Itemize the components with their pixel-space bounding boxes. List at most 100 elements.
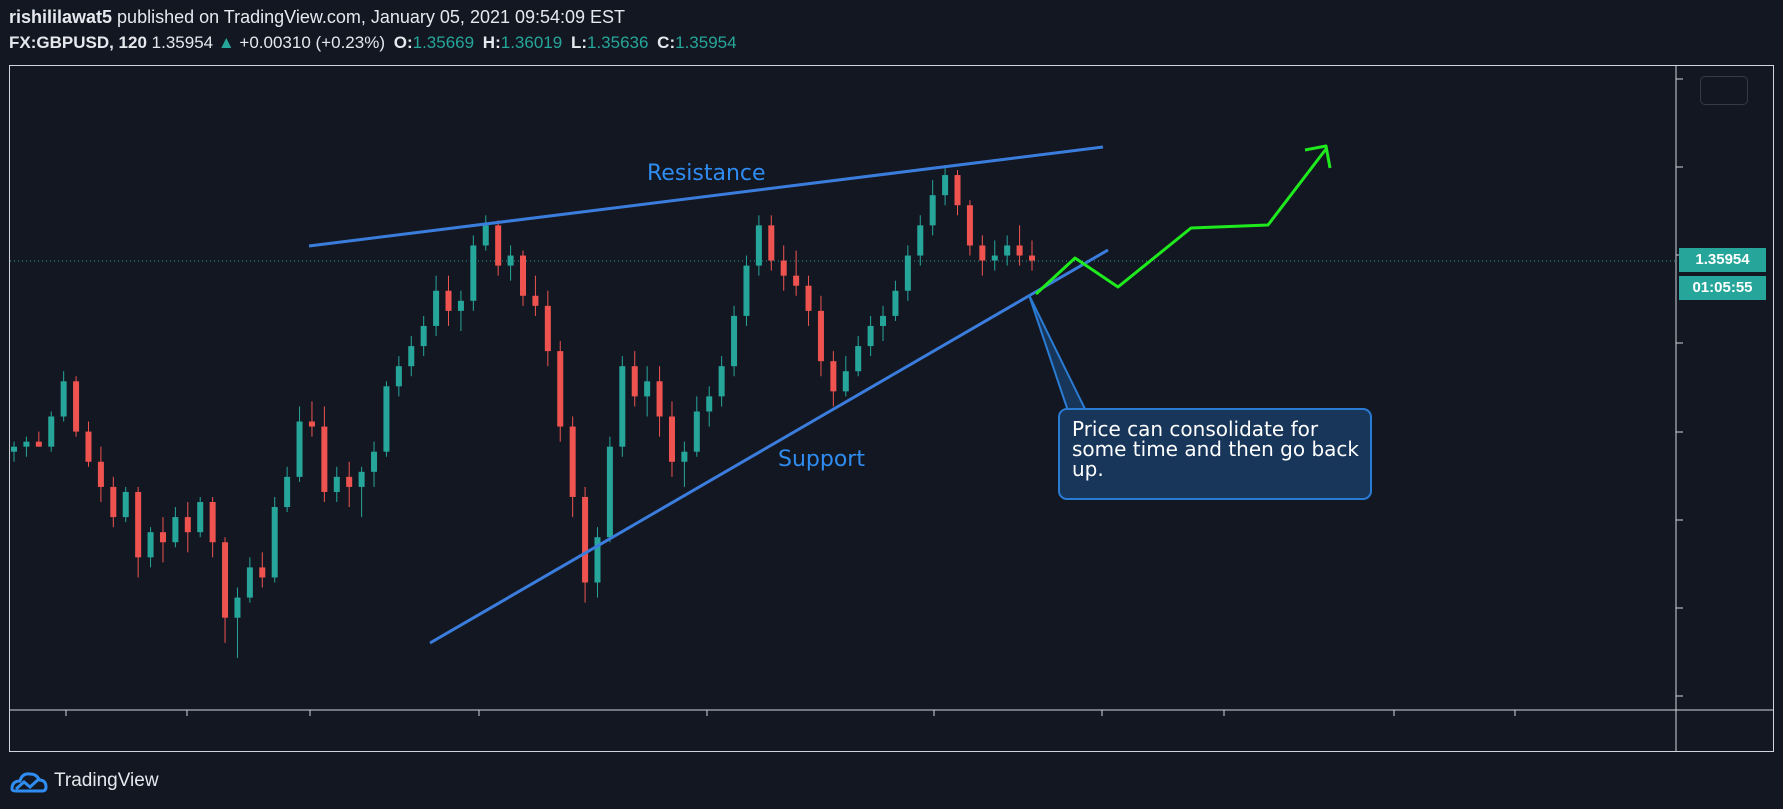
- candle-body: [917, 225, 924, 256]
- candle-body: [929, 195, 936, 226]
- published-text: published on TradingView.com, January 05…: [112, 7, 626, 27]
- high-value: 1.36019: [500, 33, 563, 52]
- tradingview-logo-icon: [10, 772, 48, 793]
- candle-body: [433, 290, 440, 326]
- low-value: 1.35636: [586, 33, 649, 52]
- candle-body: [532, 295, 539, 306]
- candle-body: [495, 225, 502, 266]
- candle-body: [48, 416, 55, 447]
- candle-body: [681, 451, 688, 462]
- candle-body: [569, 426, 576, 497]
- candle-body: [395, 366, 402, 387]
- candle-body: [979, 245, 986, 261]
- candle-body: [147, 532, 154, 558]
- candle-body: [259, 567, 266, 578]
- callout-box[interactable]: [1058, 408, 1372, 500]
- candle-body: [11, 446, 17, 452]
- candle-body: [209, 502, 216, 543]
- candle-body: [892, 290, 899, 316]
- author-name[interactable]: rishililawat5: [9, 7, 113, 27]
- candle-body: [184, 517, 191, 533]
- support-trendline[interactable]: [429, 248, 1109, 645]
- close-label: C:: [657, 33, 676, 52]
- candle-body: [1029, 255, 1035, 261]
- candle-body: [805, 285, 812, 311]
- candle-body: [122, 491, 129, 518]
- candle-body: [296, 421, 303, 477]
- countdown-tag: 01:05:55: [1679, 276, 1766, 300]
- candle-body: [991, 255, 998, 261]
- candle-body: [743, 265, 750, 316]
- candle-body: [271, 507, 278, 578]
- candle-body: [246, 567, 253, 598]
- support-label[interactable]: Support: [778, 447, 865, 472]
- candle-body: [507, 255, 514, 266]
- symbol-label: FX:GBPUSD, 120: [9, 33, 147, 52]
- candles: [11, 165, 1035, 658]
- high-label: H:: [482, 33, 501, 52]
- projection-arrowhead-icon: [1304, 144, 1332, 169]
- callout-text: Price can consolidate for some time and …: [1072, 417, 1360, 481]
- callout-pointer: [1028, 294, 1088, 412]
- chart-settings-button[interactable]: [1700, 76, 1748, 105]
- candle-body: [470, 245, 477, 301]
- candle-body: [284, 476, 291, 508]
- candle-body: [346, 476, 353, 487]
- chart-frame[interactable]: [9, 65, 1774, 752]
- resistance-trendline[interactable]: [308, 145, 1104, 248]
- candle-body: [1004, 245, 1011, 256]
- resistance-label[interactable]: Resistance: [647, 161, 766, 186]
- candle-body: [110, 486, 117, 518]
- candle-body: [321, 426, 328, 492]
- candle-body: [73, 381, 80, 432]
- candle-body: [942, 175, 949, 196]
- low-label: L:: [570, 33, 587, 52]
- last-price: 1.35954: [151, 33, 214, 52]
- candle-body: [644, 381, 651, 397]
- close-value: 1.35954: [675, 33, 737, 52]
- projection-path[interactable]: [1034, 148, 1328, 296]
- candle-body: [333, 476, 340, 492]
- candle-body: [85, 431, 92, 462]
- candle-body: [420, 325, 427, 347]
- candle-body: [35, 441, 42, 447]
- candle-body: [135, 491, 142, 558]
- candle-body: [308, 421, 315, 427]
- candle-body: [966, 205, 973, 246]
- candle-body: [358, 471, 365, 487]
- candle-body: [668, 416, 675, 462]
- candle-body: [780, 260, 787, 276]
- up-arrow-icon: ▲: [217, 33, 235, 52]
- candle-body: [445, 290, 452, 311]
- candle-body: [706, 396, 713, 412]
- candle-body: [23, 441, 30, 447]
- candle-body: [904, 255, 911, 291]
- footer-brand-label: TradingView: [54, 770, 159, 791]
- candle-body: [755, 225, 762, 266]
- candle-body: [880, 315, 887, 326]
- candle-body: [60, 381, 67, 417]
- candle-body: [793, 275, 800, 286]
- candle-body: [954, 175, 961, 206]
- candle-body: [97, 461, 104, 487]
- candle-body: [557, 351, 564, 427]
- candle-body: [172, 517, 179, 543]
- candle-body: [544, 305, 551, 352]
- candle-body: [631, 366, 638, 397]
- candle-body: [656, 381, 663, 417]
- candle-body: [1016, 245, 1023, 256]
- candle-body: [731, 315, 738, 367]
- candle-body: [197, 502, 204, 533]
- candle-body: [830, 361, 837, 392]
- candle-body: [457, 300, 464, 311]
- candle-body: [817, 310, 824, 362]
- candle-body: [222, 542, 229, 618]
- candle-body: [768, 225, 775, 261]
- candle-body: [234, 597, 241, 618]
- candle-body: [520, 255, 526, 296]
- candle-body: [855, 346, 862, 372]
- footer-brand[interactable]: TradingView: [10, 769, 159, 793]
- candle-body: [718, 366, 725, 397]
- candle-body: [606, 446, 613, 538]
